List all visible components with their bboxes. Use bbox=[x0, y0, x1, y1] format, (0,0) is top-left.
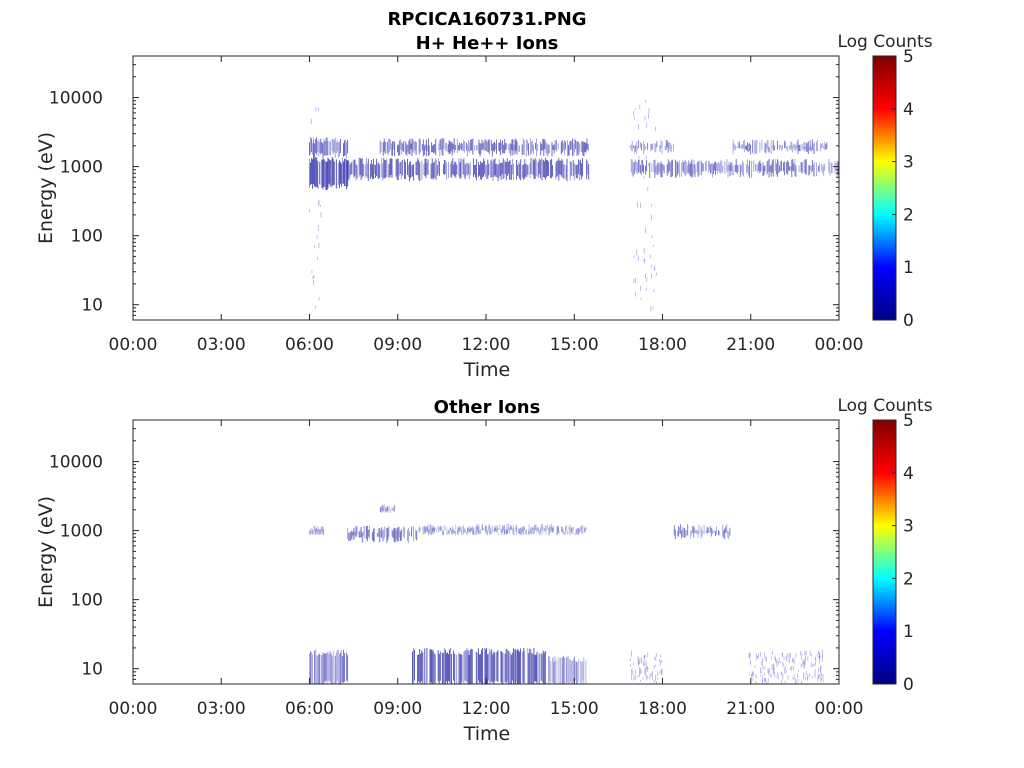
colorbar-tick-label: 1 bbox=[903, 258, 914, 278]
x-tick-label: 06:00 bbox=[285, 699, 334, 719]
spectral-band bbox=[309, 156, 349, 191]
x-axis: 00:00 03:00 06:00 09:00 12:00 15:00 18:00 21:00… bbox=[109, 420, 864, 719]
x-tick-label: 00:00 bbox=[815, 335, 864, 355]
colorbar-tick-label: 3 bbox=[903, 153, 914, 173]
x-tick-label: 03:00 bbox=[197, 699, 246, 719]
colorbar-tick-label: 2 bbox=[903, 569, 914, 589]
x-tick-label: 15:00 bbox=[550, 335, 599, 355]
y-axis: 10 100 1000 10000 bbox=[49, 419, 839, 685]
plot-frame bbox=[132, 55, 840, 321]
x-tick-label: 09:00 bbox=[373, 335, 422, 355]
x-tick-label: 00:00 bbox=[815, 699, 864, 719]
x-tick-label: 12:00 bbox=[462, 335, 511, 355]
x-tick-label: 18:00 bbox=[638, 699, 687, 719]
sparse-counts bbox=[309, 107, 322, 309]
y-tick-label: 10000 bbox=[49, 89, 103, 109]
colorbar-tick-label: 0 bbox=[903, 311, 914, 331]
plot-area bbox=[309, 504, 824, 684]
x-tick-label: 21:00 bbox=[726, 699, 775, 719]
x-tick-label: 12:00 bbox=[462, 699, 511, 719]
sparse-counts bbox=[632, 99, 657, 312]
colorbar-tick-label: 2 bbox=[903, 205, 914, 225]
panel-other-ions: Other Ions 00:00 03:00 06:00 09:00 12:00 15:0… bbox=[35, 396, 933, 745]
panel-title: H+ He++ Ions bbox=[416, 33, 559, 54]
colorbar-scale bbox=[872, 419, 897, 685]
colorbar-tick-label: 0 bbox=[903, 675, 914, 695]
x-tick-label: 00:00 bbox=[109, 335, 158, 355]
y-axis-label: Energy (eV) bbox=[35, 132, 57, 244]
x-tick-label: 03:00 bbox=[197, 335, 246, 355]
y-tick-label: 10 bbox=[81, 660, 103, 680]
colorbar-tick-label: 3 bbox=[903, 517, 914, 537]
spectral-band bbox=[347, 157, 590, 182]
y-axis-label: Energy (eV) bbox=[35, 496, 57, 608]
spectral-band bbox=[673, 524, 731, 540]
panel-title: Other Ions bbox=[434, 397, 541, 418]
spectral-band bbox=[630, 159, 839, 178]
sparse-counts bbox=[748, 649, 824, 684]
colorbar: 0 1 2 3 4 5 bbox=[872, 47, 914, 331]
sparse-counts bbox=[309, 525, 325, 536]
x-axis-label: Time bbox=[463, 359, 511, 381]
spectral-band bbox=[548, 655, 587, 684]
colorbar-tick-label: 5 bbox=[903, 47, 914, 67]
y-axis: 10 100 1000 10000 bbox=[49, 55, 839, 321]
spectral-band bbox=[732, 139, 828, 155]
spectral-band bbox=[347, 525, 418, 543]
plot-area bbox=[309, 99, 839, 312]
x-tick-label: 00:00 bbox=[109, 699, 158, 719]
colorbar-tick-label: 4 bbox=[903, 464, 914, 484]
figure-title: RPCICA160731.PNG bbox=[387, 9, 586, 30]
spectral-band bbox=[412, 647, 546, 684]
spectral-band bbox=[379, 138, 589, 157]
y-tick-label: 10 bbox=[81, 296, 103, 316]
plot-frame bbox=[132, 419, 840, 685]
colorbar-tick-label: 4 bbox=[903, 100, 914, 120]
x-tick-label: 09:00 bbox=[373, 699, 422, 719]
sparse-counts bbox=[379, 504, 396, 513]
spectral-band bbox=[629, 139, 674, 155]
spectral-band bbox=[309, 137, 349, 159]
x-axis-label: Time bbox=[463, 723, 511, 745]
y-tick-label: 100 bbox=[71, 591, 103, 611]
spectral-band bbox=[309, 649, 349, 684]
colorbar: 0 1 2 3 4 5 bbox=[872, 411, 914, 695]
y-tick-label: 100 bbox=[71, 227, 103, 247]
x-tick-label: 15:00 bbox=[550, 699, 599, 719]
x-tick-label: 06:00 bbox=[285, 335, 334, 355]
y-tick-label: 1000 bbox=[60, 158, 103, 178]
sparse-counts bbox=[629, 650, 663, 684]
colorbar-scale bbox=[872, 55, 897, 321]
panel-h-he-ions: H+ He++ Ions 00:00 03:00 06:00 09:00 12:00 15… bbox=[35, 32, 933, 381]
x-tick-label: 21:00 bbox=[726, 335, 775, 355]
colorbar-tick-label: 1 bbox=[903, 622, 914, 642]
y-tick-label: 1000 bbox=[60, 522, 103, 542]
colorbar-label: Log Counts bbox=[837, 32, 932, 52]
sparse-counts bbox=[418, 523, 587, 536]
y-tick-label: 10000 bbox=[49, 453, 103, 473]
x-tick-label: 18:00 bbox=[638, 335, 687, 355]
colorbar-tick-label: 5 bbox=[903, 411, 914, 431]
x-axis: 00:00 03:00 06:00 09:00 12:00 15:00 18:00 21:00… bbox=[109, 56, 864, 355]
colorbar-label: Log Counts bbox=[837, 396, 932, 416]
